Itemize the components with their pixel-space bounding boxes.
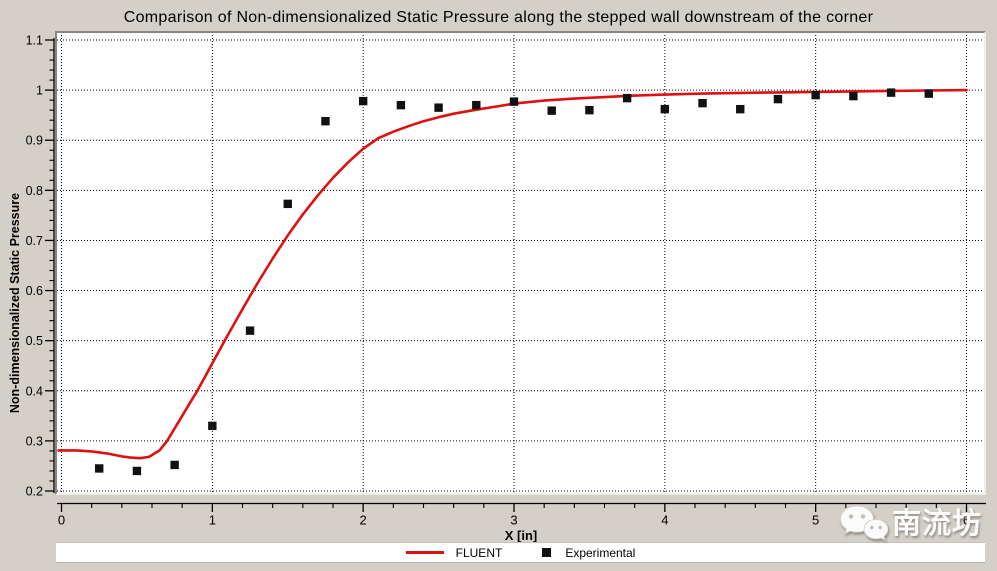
plot-area: [55, 31, 986, 495]
svg-text:2: 2: [360, 513, 367, 528]
svg-text:0.5: 0.5: [26, 334, 43, 348]
watermark: 南流坊: [838, 501, 994, 547]
svg-text:1.1: 1.1: [26, 34, 43, 48]
y-axis-label: Non-dimensionalized Static Pressure: [8, 192, 22, 414]
svg-text:0.8: 0.8: [26, 184, 43, 198]
watermark-text: 南流坊: [892, 507, 983, 540]
experimental-square-swatch: [542, 548, 552, 557]
legend-label-experimental: Experimental: [565, 545, 636, 560]
wechat-icon: [839, 505, 888, 542]
svg-text:5: 5: [812, 513, 819, 528]
x-axis-label: X [in]: [504, 528, 538, 543]
svg-text:0.6: 0.6: [26, 284, 43, 298]
svg-text:1: 1: [36, 84, 43, 98]
legend-bar: FLUENT Experimental: [56, 542, 985, 563]
svg-text:4: 4: [661, 513, 668, 528]
svg-text:3: 3: [510, 513, 517, 528]
svg-text:0.7: 0.7: [26, 234, 43, 248]
chart-title: Comparison of Non-dimensionalized Static…: [123, 9, 874, 26]
svg-text:0.2: 0.2: [26, 485, 43, 499]
svg-text:0.4: 0.4: [26, 384, 43, 398]
legend-label-fluent: FLUENT: [455, 545, 503, 560]
svg-text:0.3: 0.3: [26, 434, 43, 448]
svg-text:1: 1: [209, 513, 216, 528]
svg-text:0.9: 0.9: [26, 134, 43, 148]
svg-text:0: 0: [58, 513, 65, 528]
fluent-line-swatch: [405, 551, 444, 554]
